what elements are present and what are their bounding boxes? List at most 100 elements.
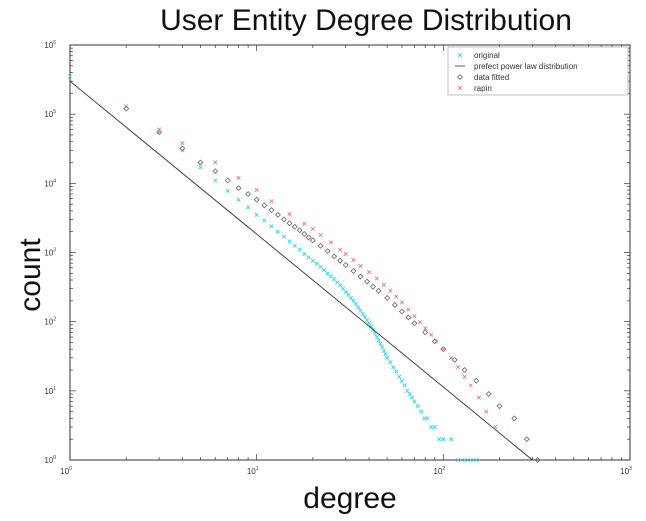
y-tick-label: 104 bbox=[44, 178, 56, 188]
y-tick-label: 102 bbox=[44, 317, 56, 327]
data-point-rapin bbox=[493, 424, 498, 430]
y-tick-exp: 1 bbox=[53, 386, 56, 392]
data-point-rapin bbox=[213, 160, 218, 165]
data-point-original bbox=[388, 360, 393, 365]
y-tick-base: 10 bbox=[44, 110, 53, 119]
data-point-rapin bbox=[287, 211, 292, 217]
y-tick-base: 10 bbox=[44, 41, 53, 50]
data-point-data-fitted bbox=[331, 253, 338, 260]
data-point-original bbox=[405, 388, 410, 393]
data-point-data-fitted bbox=[274, 211, 281, 218]
data-point-original bbox=[394, 369, 399, 374]
data-point-original bbox=[399, 378, 405, 383]
data-point-original bbox=[380, 344, 385, 350]
data-point-original bbox=[462, 457, 467, 463]
x-tick-exp: 1 bbox=[256, 466, 259, 472]
data-point-data-fitted bbox=[422, 329, 429, 336]
data-point-original bbox=[418, 409, 424, 414]
data-point-rapin bbox=[358, 263, 363, 269]
data-point-original bbox=[441, 437, 446, 442]
data-point-original bbox=[346, 292, 351, 297]
data-point-data-fitted bbox=[123, 105, 130, 112]
plot-frame bbox=[69, 44, 631, 461]
data-point-original bbox=[254, 212, 259, 217]
data-point-rapin bbox=[310, 226, 315, 231]
legend-label: rapin bbox=[474, 84, 492, 93]
data-point-rapin bbox=[254, 187, 259, 193]
data-point-original bbox=[353, 301, 358, 307]
data-point-original bbox=[358, 308, 363, 313]
data-point-rapin bbox=[484, 409, 489, 414]
data-point-original bbox=[407, 391, 412, 397]
y-tick-exp: 2 bbox=[53, 317, 56, 323]
data-point-data-fitted bbox=[212, 168, 219, 175]
data-point-data-fitted bbox=[350, 268, 357, 274]
data-point-data-fitted bbox=[534, 457, 541, 463]
data-point-original bbox=[262, 218, 267, 223]
data-point-data-fitted bbox=[309, 237, 316, 244]
data-point-rapin bbox=[417, 320, 423, 325]
legend: original prefect power law distribution da… bbox=[447, 46, 629, 96]
y-tick-base: 10 bbox=[44, 179, 53, 188]
x-tick-exp: 3 bbox=[629, 466, 632, 472]
data-point-data-fitted bbox=[337, 257, 344, 264]
data-point-data-fitted bbox=[197, 159, 204, 166]
data-point-original bbox=[351, 298, 356, 303]
data-point-original bbox=[325, 271, 330, 276]
data-point-rapin bbox=[428, 332, 434, 337]
data-point-data-fitted bbox=[342, 262, 349, 268]
data-point-original bbox=[381, 348, 386, 353]
data-point-original bbox=[425, 416, 430, 421]
y-tick-exp: 3 bbox=[53, 248, 56, 254]
data-point-original bbox=[287, 239, 292, 244]
data-point-data-fitted bbox=[261, 202, 268, 209]
data-point-original bbox=[281, 234, 287, 239]
data-point-rapin bbox=[318, 232, 323, 237]
legend-swatch bbox=[457, 85, 463, 91]
y-tick-label: 100 bbox=[44, 455, 56, 465]
data-point-rapin bbox=[381, 282, 386, 288]
data-point-rapin bbox=[156, 127, 162, 132]
data-point-original bbox=[302, 251, 307, 257]
data-point-original bbox=[362, 314, 368, 319]
data-point-original bbox=[198, 165, 203, 170]
data-point-original bbox=[213, 178, 218, 183]
data-point-rapin bbox=[374, 276, 379, 281]
data-point-original bbox=[275, 229, 281, 234]
data-point-original bbox=[409, 395, 415, 400]
data-point-original bbox=[402, 383, 407, 388]
data-point-data-fitted bbox=[179, 145, 186, 152]
data-point-rapin bbox=[441, 347, 446, 352]
data-point-data-fitted bbox=[440, 346, 447, 353]
data-point-data-fitted bbox=[375, 287, 382, 294]
data-point-data-fitted bbox=[280, 216, 287, 223]
data-point-original bbox=[297, 247, 302, 252]
y-tick-exp: 5 bbox=[53, 109, 56, 115]
data-point-rapin bbox=[269, 199, 274, 204]
data-point-data-fitted bbox=[523, 436, 530, 443]
y-tick-label: 103 bbox=[44, 248, 56, 258]
data-point-rapin bbox=[455, 365, 461, 370]
data-point-rapin bbox=[476, 395, 481, 400]
y-tick-base: 10 bbox=[44, 249, 53, 258]
data-point-rapin bbox=[394, 294, 399, 299]
legend-label: data fitted bbox=[474, 73, 509, 82]
data-point-data-fitted bbox=[485, 391, 492, 397]
data-point-data-fitted bbox=[364, 278, 370, 285]
data-point-rapin bbox=[412, 314, 417, 319]
legend-label: original bbox=[474, 51, 500, 60]
data-point-data-fitted bbox=[324, 248, 331, 255]
y-tick-label: 106 bbox=[44, 40, 56, 50]
data-point-rapin bbox=[462, 374, 467, 379]
data-point-original bbox=[225, 188, 230, 193]
data-point-original bbox=[412, 399, 417, 404]
data-point-original bbox=[310, 258, 315, 263]
data-point-rapin bbox=[399, 300, 405, 305]
data-point-data-fitted bbox=[411, 320, 418, 327]
data-point-original bbox=[391, 365, 396, 370]
y-tick-base: 10 bbox=[44, 456, 53, 465]
data-point-rapin bbox=[448, 355, 454, 360]
data-point-rapin bbox=[343, 251, 348, 257]
y-tick-label: 101 bbox=[44, 386, 56, 396]
